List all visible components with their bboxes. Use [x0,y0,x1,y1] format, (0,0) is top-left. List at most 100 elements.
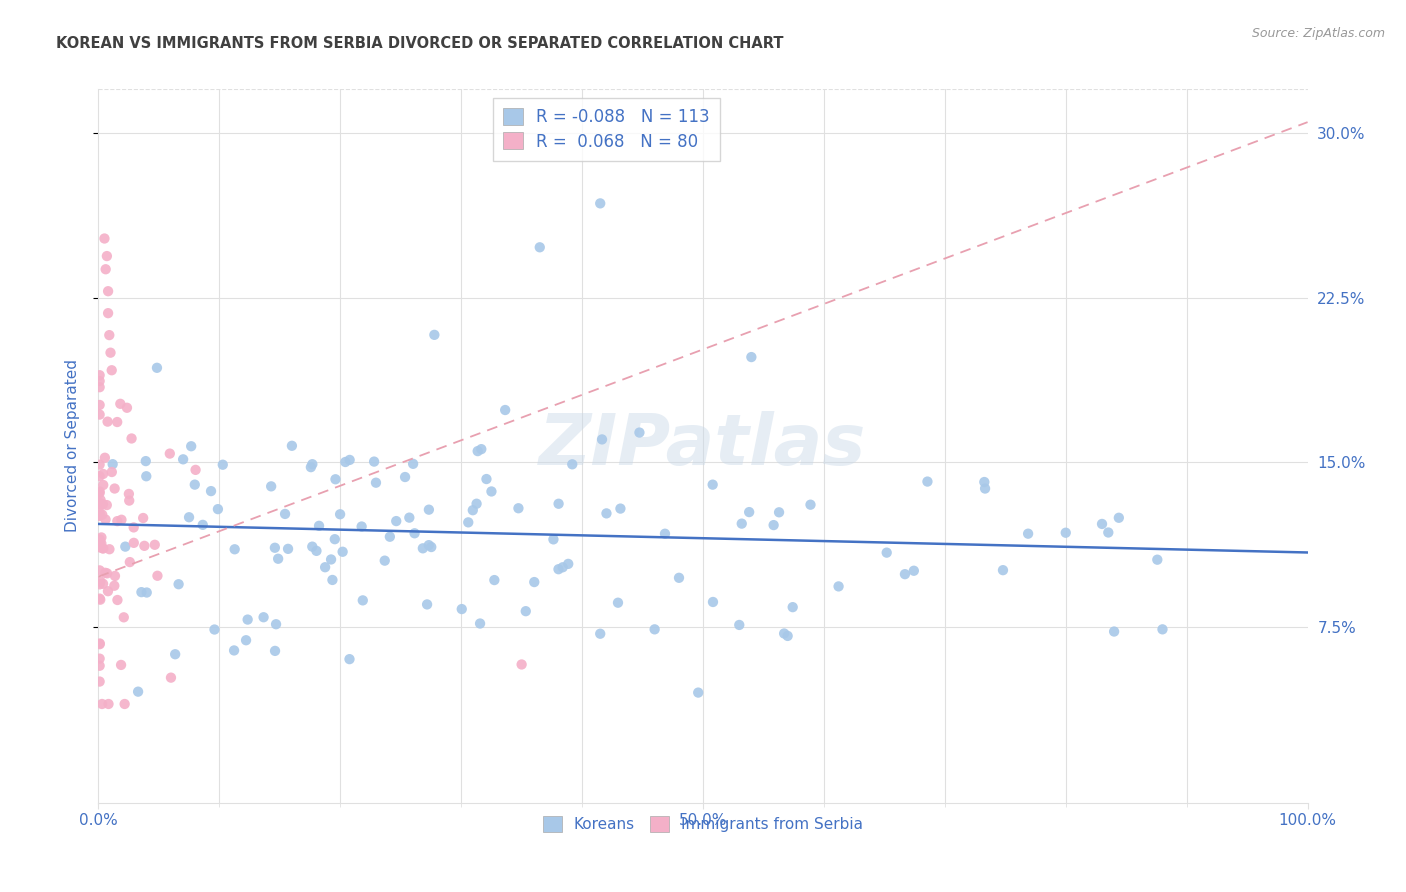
Point [702,595,724,609]
Point [274,507,297,521]
Point [132,511,155,525]
Point [115,401,138,415]
Point [97,584,120,599]
Point [595,507,617,521]
Point [264,541,287,555]
Point [398,510,420,524]
Point [122,536,145,550]
Point [465,497,488,511]
Point [224,542,246,557]
Point [97,415,120,429]
Point [118,493,141,508]
Point [277,541,299,556]
Point [184,477,207,491]
Point [323,532,346,546]
Point [89,574,111,589]
Point [461,503,484,517]
Point [363,454,385,468]
Point [688,685,710,699]
Point [114,540,136,554]
Point [236,613,259,627]
Point [110,513,132,527]
Point [104,569,127,583]
Point [135,454,157,468]
Point [267,551,290,566]
Point [591,433,613,447]
Point [91,541,114,556]
Point [89,508,111,522]
Point [97,697,120,711]
Point [547,562,569,576]
Point [204,623,226,637]
Point [89,368,111,383]
Point [89,536,111,550]
Point [378,530,401,544]
Text: Source: ZipAtlas.com: Source: ZipAtlas.com [1251,27,1385,40]
Point [1097,525,1119,540]
Point [418,538,440,552]
Point [738,505,761,519]
Point [468,616,491,631]
Point [484,573,506,587]
Point [89,374,111,388]
Point [475,472,498,486]
Point [207,502,229,516]
Point [917,475,939,489]
Point [167,577,190,591]
Point [180,439,202,453]
Point [827,579,849,593]
Point [94,450,117,465]
Point [114,697,136,711]
Point [98,328,121,343]
Point [654,526,676,541]
Point [728,618,751,632]
Point [644,623,666,637]
Point [1152,623,1174,637]
Point [94,566,117,580]
Point [100,345,122,359]
Point [782,600,804,615]
Point [609,501,631,516]
Point [90,492,112,507]
Point [110,657,132,672]
Point [281,439,304,453]
Point [135,469,157,483]
Point [894,567,917,582]
Point [96,498,118,512]
Point [184,463,207,477]
Point [450,602,472,616]
Point [160,671,183,685]
Point [89,408,111,422]
Point [1146,552,1168,566]
Point [146,568,169,582]
Point [89,533,111,547]
Point [107,593,129,607]
Point [135,585,157,599]
Point [97,284,120,298]
Point [321,573,343,587]
Point [762,518,785,533]
Point [470,442,492,457]
Point [876,546,898,560]
Point [607,596,630,610]
Point [510,657,533,672]
Point [457,516,479,530]
Point [91,478,114,492]
Point [134,539,156,553]
Point [89,651,111,665]
Point [91,508,114,522]
Point [89,380,111,394]
Point [481,484,503,499]
Point [799,498,821,512]
Point [402,457,425,471]
Y-axis label: Divorced or Separated: Divorced or Separated [65,359,80,533]
Point [89,658,111,673]
Point [91,541,114,556]
Point [412,541,434,556]
Point [352,593,374,607]
Point [467,444,489,458]
Point [339,453,361,467]
Point [159,447,181,461]
Point [104,482,127,496]
Point [89,563,111,577]
